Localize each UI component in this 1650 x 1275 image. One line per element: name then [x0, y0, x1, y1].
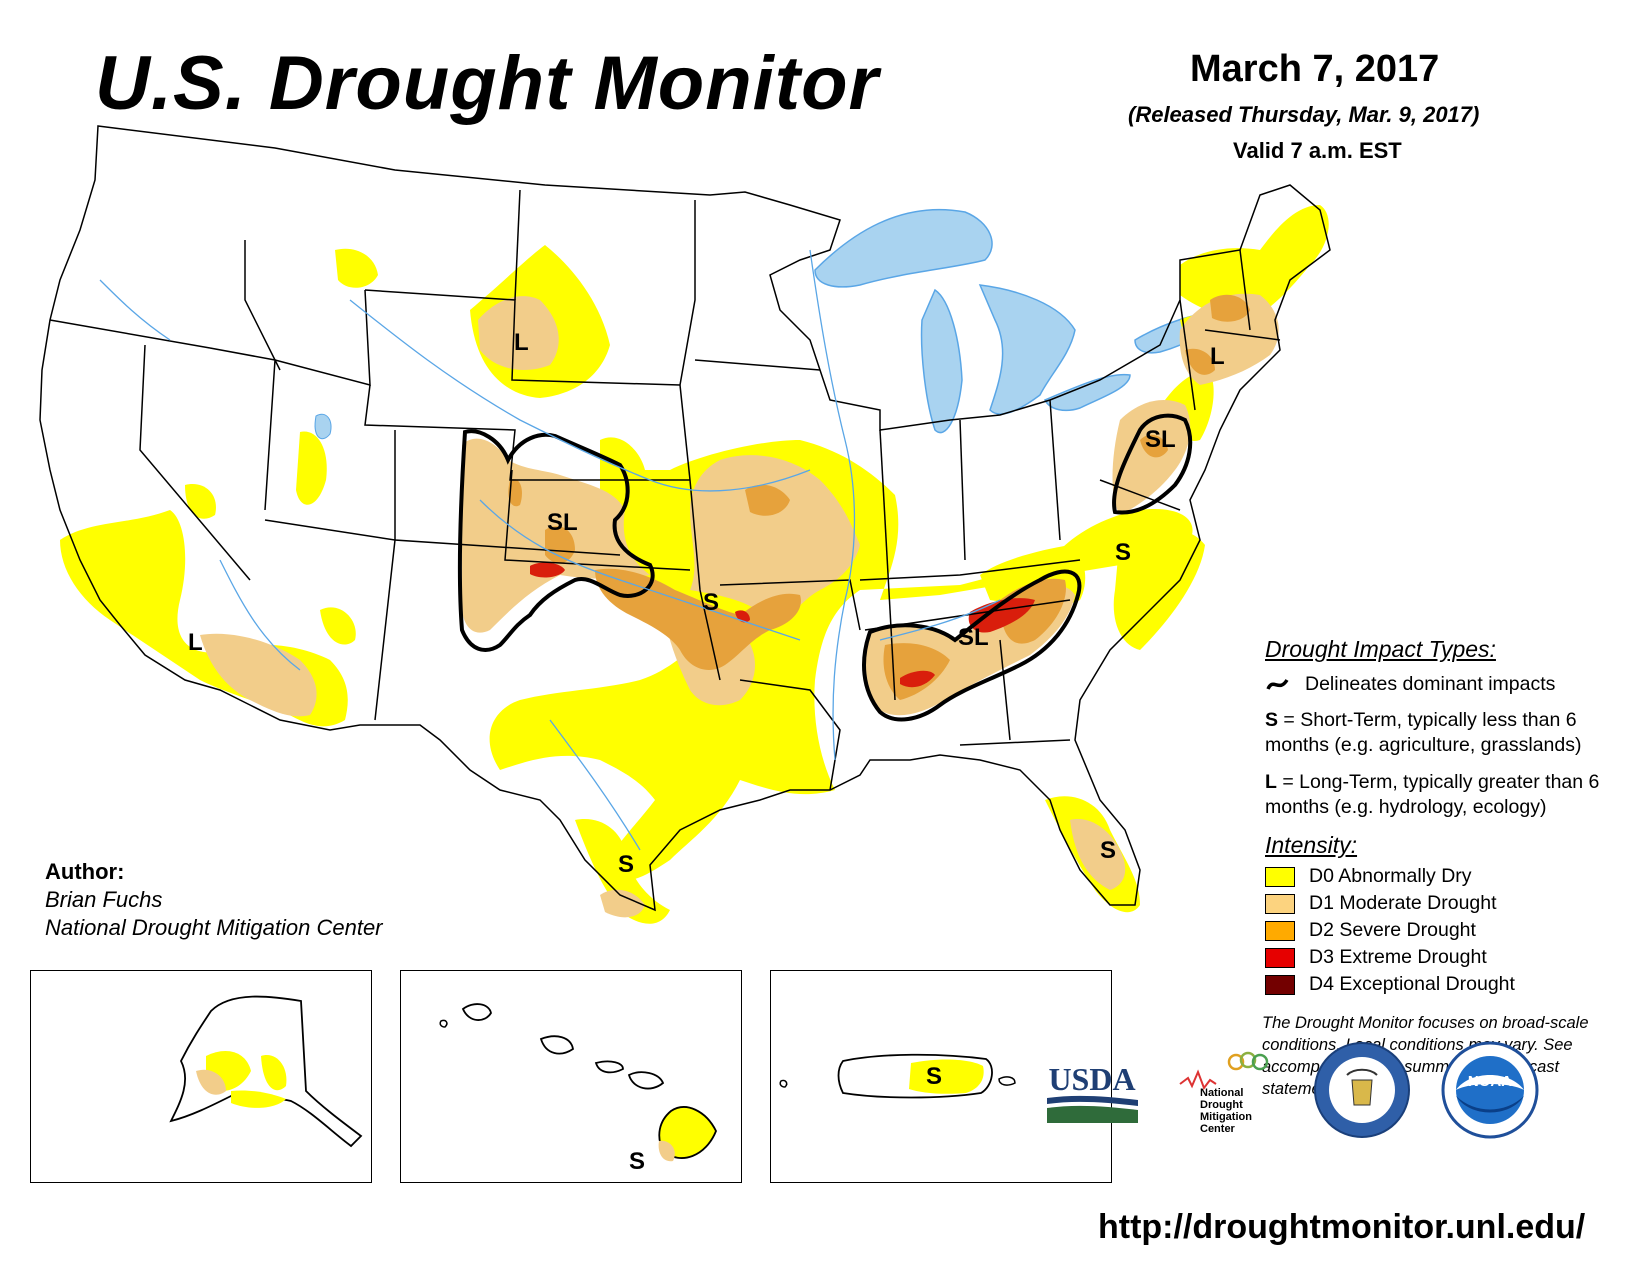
label-s-texas: S	[618, 851, 634, 878]
great-salt-lake	[314, 413, 332, 439]
usda-logo: USDA	[1045, 1060, 1140, 1125]
impact-outlines	[457, 413, 1193, 722]
label-s-florida: S	[1100, 837, 1116, 864]
hawaii-map: S	[439, 1003, 717, 1175]
great-lakes	[814, 208, 1216, 434]
legend: Drought Impact Types: Delineates dominan…	[1265, 636, 1645, 998]
delineation-icon	[1266, 678, 1289, 690]
puerto-rico-map: S	[779, 1053, 1016, 1099]
intensity-label: D1 Moderate Drought	[1309, 892, 1497, 914]
long-term-text: = Long-Term, typically greater than 6 mo…	[1265, 771, 1600, 818]
ndmc-logo: National Drought Mitigation Center	[1178, 1050, 1278, 1140]
map-labels: L SL S L SL S S S SL L	[188, 329, 1225, 878]
intensity-swatch	[1265, 947, 1295, 968]
release-date: (Released Thursday, Mar. 9, 2017)	[1128, 102, 1480, 127]
label-l-newengland: L	[1210, 343, 1225, 370]
label-l-california: L	[188, 629, 203, 656]
noaa-logo: NOAA	[1440, 1040, 1540, 1140]
puerto-rico-inset: S	[770, 970, 1112, 1183]
author-heading: Author:	[45, 859, 125, 884]
hawaii-inset: S	[400, 970, 742, 1183]
d0-areas	[60, 205, 1329, 924]
website-url[interactable]: http://droughtmonitor.unl.edu/	[1098, 1208, 1586, 1246]
short-term-text: = Short-Term, typically less than 6 mont…	[1265, 709, 1582, 756]
label-s-oklahoma: S	[703, 589, 719, 616]
ndmc-line-2: Drought	[1200, 1099, 1243, 1111]
delineates-label: Delineates dominant impacts	[1305, 673, 1556, 695]
intensity-swatch	[1265, 920, 1295, 941]
long-term-def: L = Long-Term, typically greater than 6 …	[1265, 770, 1645, 820]
intensity-heading: Intensity:	[1265, 832, 1358, 858]
label-l-montana: L	[514, 329, 529, 356]
svg-text:National Drought M: National Drought Mitigation Center	[1200, 1087, 1255, 1135]
alaska-inset	[30, 970, 372, 1183]
intensity-item: D4 Exceptional Drought	[1265, 971, 1645, 998]
intensity-label: D2 Severe Drought	[1309, 919, 1476, 941]
author-name: Brian Fuchs	[45, 887, 163, 912]
state-lines	[39, 125, 1331, 912]
label-sl-tennessee: SL	[958, 624, 989, 651]
delineates-row: Delineates dominant impacts	[1265, 673, 1645, 696]
label-s-carolina: S	[1115, 539, 1131, 566]
short-term-def: S = Short-Term, typically less than 6 mo…	[1265, 708, 1645, 758]
intensity-label: D4 Exceptional Drought	[1309, 973, 1515, 995]
intensity-swatch	[1265, 866, 1295, 887]
map-date: March 7, 2017	[1190, 48, 1440, 90]
intensity-swatch	[1265, 974, 1295, 995]
intensity-swatch	[1265, 893, 1295, 914]
label-s-puerto-rico: S	[926, 1063, 942, 1090]
short-term-key: S	[1265, 709, 1279, 731]
ndmc-line-4: Center	[1200, 1123, 1236, 1135]
intensity-item: D2 Severe Drought	[1265, 917, 1645, 944]
intensity-label: D0 Abnormally Dry	[1309, 865, 1472, 887]
long-term-key: L	[1265, 771, 1277, 793]
alaska-map	[169, 995, 363, 1148]
commerce-seal	[1312, 1040, 1412, 1140]
valid-time: Valid 7 a.m. EST	[1233, 138, 1402, 163]
rivers	[99, 249, 1001, 851]
noaa-logo-text: NOAA	[1468, 1073, 1512, 1090]
intensity-item: D3 Extreme Drought	[1265, 944, 1645, 971]
intensity-item: D1 Moderate Drought	[1265, 890, 1645, 917]
author-org: National Drought Mitigation Center	[45, 915, 383, 940]
intensity-list: D0 Abnormally Dry D1 Moderate Drought D2 S…	[1265, 863, 1645, 998]
author-block: Author: Brian Fuchs National Drought Mit…	[45, 858, 383, 942]
label-sl-colorado: SL	[547, 509, 578, 536]
label-sl-maryland: SL	[1145, 426, 1176, 453]
usda-logo-text: USDA	[1048, 1061, 1135, 1097]
ndmc-line-3: Mitigation	[1200, 1111, 1252, 1123]
label-s-hawaii: S	[629, 1148, 645, 1175]
impact-types-heading: Drought Impact Types:	[1265, 636, 1496, 662]
ndmc-line-1: National	[1200, 1087, 1243, 1099]
intensity-label: D3 Extreme Drought	[1309, 946, 1487, 968]
map-title: U.S. Drought Monitor	[95, 41, 880, 126]
intensity-item: D0 Abnormally Dry	[1265, 863, 1645, 890]
